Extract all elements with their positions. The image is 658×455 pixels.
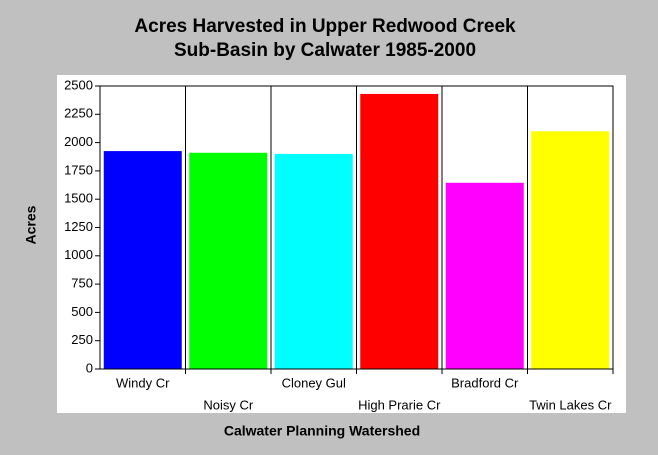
plot-frame	[99, 85, 614, 370]
y-tick-label: 1500	[64, 191, 93, 206]
bar	[531, 131, 610, 369]
x-tick-label: High Prarie Cr	[358, 397, 441, 412]
y-axis-title: Acres	[23, 205, 39, 244]
x-tick-label: Noisy Cr	[203, 397, 254, 412]
bar	[360, 93, 439, 369]
bar	[103, 151, 182, 369]
bar	[189, 152, 268, 369]
y-tick-label: 500	[71, 304, 93, 319]
x-tick-label: Twin Lakes Cr	[529, 397, 612, 412]
y-tick-label: 2250	[64, 106, 93, 121]
chart-title: Acres Harvested in Upper Redwood Creek	[134, 16, 516, 37]
y-tick-label: 0	[86, 360, 93, 375]
y-tick-label: 750	[71, 276, 93, 291]
chart-title: Sub-Basin by Calwater 1985-2000	[174, 40, 476, 61]
y-tick-label: 2500	[64, 77, 93, 92]
x-tick-label: Cloney Gul	[282, 375, 346, 390]
y-tick-label: 1750	[64, 162, 93, 177]
y-tick-label: 1000	[64, 247, 93, 262]
bar	[445, 182, 524, 369]
y-tick-label: 1250	[64, 219, 93, 234]
bar	[274, 153, 353, 369]
y-tick-label: 2000	[64, 134, 93, 149]
x-tick-label: Windy Cr	[116, 375, 170, 390]
x-axis-title: Calwater Planning Watershed	[224, 423, 420, 439]
x-tick-label: Bradford Cr	[451, 375, 519, 390]
y-tick-label: 250	[71, 332, 93, 347]
